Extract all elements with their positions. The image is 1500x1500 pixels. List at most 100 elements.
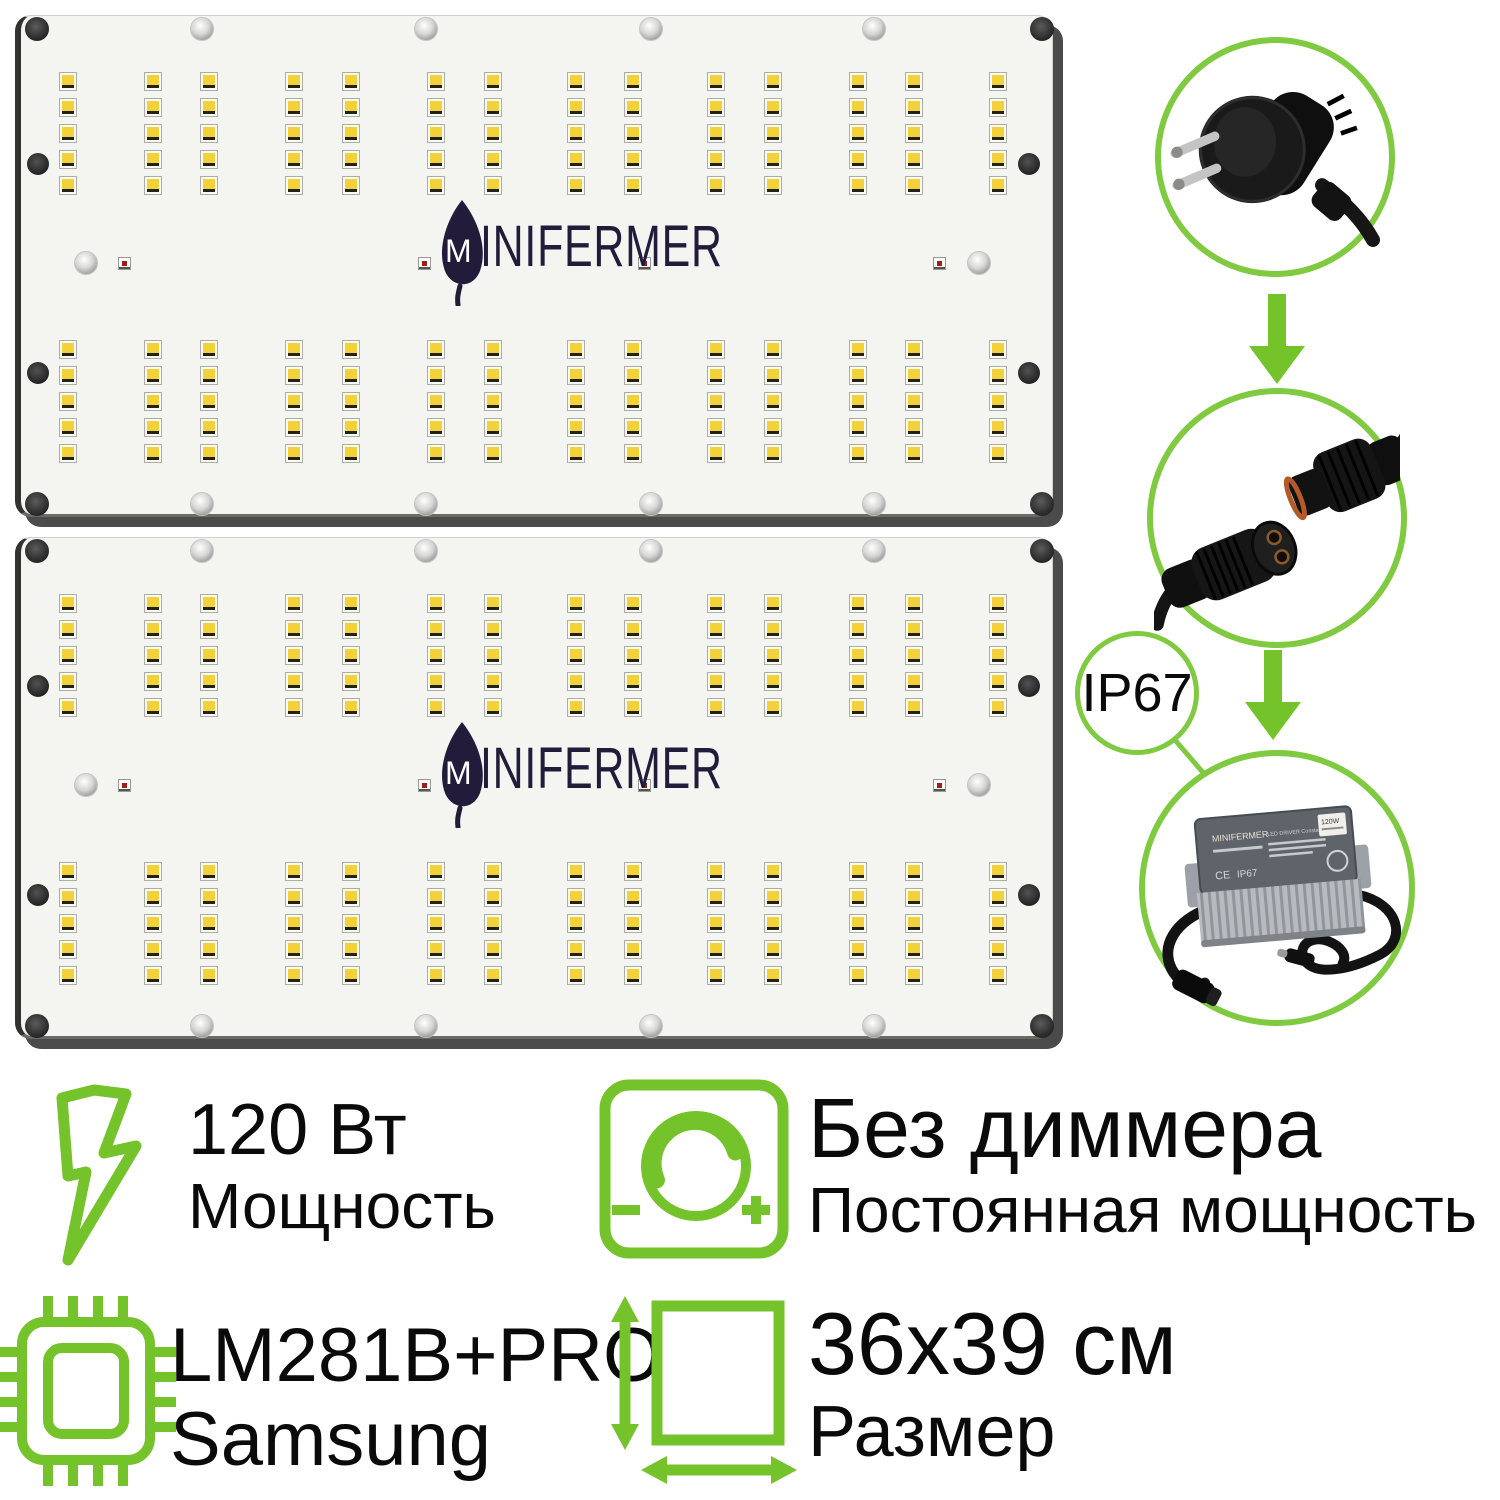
led-chip — [625, 341, 641, 358]
led-chip — [906, 445, 922, 462]
corner-screw — [1030, 1014, 1054, 1038]
led-chip — [765, 595, 781, 612]
corner-screw — [1030, 17, 1054, 41]
led-chip — [60, 393, 76, 410]
led-chip — [485, 621, 501, 638]
led-chip — [906, 915, 922, 932]
led-chip — [428, 125, 444, 142]
size-icon — [611, 1296, 797, 1484]
led-chip — [850, 99, 866, 116]
led-driver-icon: MINIFERMER LED DRIVER Constant current C… — [1162, 805, 1402, 1007]
led-chip — [428, 419, 444, 436]
led-chip — [343, 941, 359, 958]
led-chip — [343, 125, 359, 142]
mid-screw — [75, 774, 97, 796]
led-chip — [568, 673, 584, 690]
dimmer-value: Без диммера — [808, 1081, 1322, 1175]
led-chip — [850, 699, 866, 716]
led-chip — [906, 941, 922, 958]
eu-plug-icon — [1170, 91, 1380, 247]
led-chip — [625, 941, 641, 958]
led-chip — [990, 915, 1006, 932]
led-chip — [201, 673, 217, 690]
led-chip — [145, 73, 161, 90]
led-chip — [428, 941, 444, 958]
led-chip — [286, 673, 302, 690]
led-chip — [708, 863, 724, 880]
led-chip — [625, 419, 641, 436]
led-chip — [765, 125, 781, 142]
led-chip — [428, 915, 444, 932]
led-chip — [765, 941, 781, 958]
led-chip — [145, 863, 161, 880]
led-chip — [850, 367, 866, 384]
led-chip — [343, 393, 359, 410]
led-chip — [625, 863, 641, 880]
far-red-led-chip — [932, 256, 946, 270]
led-chip — [485, 99, 501, 116]
driver-ip-label: IP67 — [1237, 868, 1259, 881]
led-chip — [625, 125, 641, 142]
led-chip — [201, 177, 217, 194]
led-chip — [343, 699, 359, 716]
led-chip — [906, 889, 922, 906]
led-chip — [850, 967, 866, 984]
led-chip — [343, 967, 359, 984]
leaf-logo-icon: M — [442, 722, 483, 828]
led-chip — [485, 915, 501, 932]
led-chip — [708, 915, 724, 932]
led-chip — [765, 151, 781, 168]
led-chip — [990, 863, 1006, 880]
led-chip — [343, 151, 359, 168]
corner-screw — [1030, 492, 1054, 516]
led-chip — [850, 595, 866, 612]
led-chip — [145, 967, 161, 984]
mounting-hole — [27, 884, 49, 906]
leaf-logo-icon: M — [442, 200, 483, 306]
led-chip — [765, 699, 781, 716]
led-chip — [145, 673, 161, 690]
led-chip — [625, 673, 641, 690]
led-chip — [990, 99, 1006, 116]
led-chip — [765, 915, 781, 932]
led-chip — [625, 915, 641, 932]
led-chip — [850, 341, 866, 358]
led-chip — [990, 595, 1006, 612]
led-chip — [286, 967, 302, 984]
led-chip — [343, 889, 359, 906]
led-chip — [708, 941, 724, 958]
led-chip — [343, 863, 359, 880]
led-chip — [625, 647, 641, 664]
mounting-hole — [1018, 884, 1040, 906]
led-chip — [60, 889, 76, 906]
led-chip — [990, 125, 1006, 142]
led-chip — [708, 341, 724, 358]
size-label: Размер — [808, 1392, 1056, 1472]
led-chip — [990, 889, 1006, 906]
led-chip — [906, 673, 922, 690]
led-chip — [343, 73, 359, 90]
led-chip — [286, 73, 302, 90]
led-chip — [428, 595, 444, 612]
led-chip — [428, 367, 444, 384]
led-chip — [990, 151, 1006, 168]
led-chip — [568, 125, 584, 142]
led-chip — [906, 99, 922, 116]
ip67-label: IP67 — [1081, 663, 1193, 723]
led-chip — [201, 647, 217, 664]
minifermer-logo: M INIFERMER — [436, 720, 808, 828]
power-plug-photo — [1155, 37, 1395, 277]
led-chip — [286, 941, 302, 958]
led-chip — [765, 621, 781, 638]
led-chip — [990, 445, 1006, 462]
led-chip — [201, 125, 217, 142]
led-chip — [765, 863, 781, 880]
led-chip — [906, 125, 922, 142]
led-chip — [568, 393, 584, 410]
led-chip — [428, 863, 444, 880]
led-chip — [765, 445, 781, 462]
led-chip — [145, 595, 161, 612]
led-chip — [708, 445, 724, 462]
led-chip — [485, 889, 501, 906]
led-chip — [625, 73, 641, 90]
